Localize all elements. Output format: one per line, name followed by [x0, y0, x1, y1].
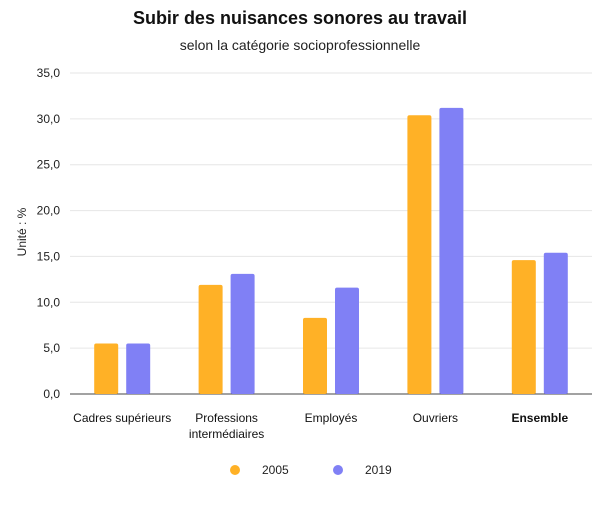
bar-2019-2	[335, 287, 359, 394]
y-tick-label: 20,0	[37, 204, 61, 218]
bar-2005-4	[511, 260, 536, 394]
chart-subtitle: selon la catégorie socioprofessionnelle	[180, 37, 421, 53]
bar-2019-3	[439, 107, 464, 394]
x-tick-label: Ouvriers	[413, 411, 458, 425]
y-tick-label: 10,0	[37, 295, 61, 309]
x-tick-label: Ensemble	[511, 411, 568, 425]
bar-2005-3	[407, 115, 432, 394]
x-tick-label: Cadres supérieurs	[73, 411, 171, 425]
bar-2019-1	[230, 273, 255, 394]
x-tick-label: Employés	[305, 411, 358, 425]
chart-title: Subir des nuisances sonores au travail	[133, 8, 467, 28]
legend-marker-2019	[333, 465, 343, 475]
y-tick-label: 5,0	[43, 341, 60, 355]
bar-2005-0	[94, 343, 119, 394]
x-tick-label: Professions	[195, 411, 258, 425]
legend: 2005 2019	[230, 463, 392, 477]
y-axis-ticks: 0,0 5,0 10,0 15,0 20,0 25,0 30,0 35,0	[37, 66, 61, 401]
bar-2005-1	[198, 284, 223, 394]
y-tick-label: 25,0	[37, 158, 61, 172]
x-tick-label: intermédiaires	[189, 427, 264, 441]
y-tick-label: 15,0	[37, 249, 61, 263]
x-axis-ticks: Cadres supérieurs Professions intermédiair…	[73, 411, 568, 441]
gridlines	[70, 72, 592, 395]
legend-marker-2005	[230, 465, 240, 475]
y-tick-label: 35,0	[37, 66, 61, 80]
legend-label-2019: 2019	[365, 463, 392, 477]
y-tick-label: 0,0	[43, 387, 60, 401]
bar-2005-2	[303, 317, 327, 394]
bar-2019-0	[126, 343, 151, 394]
y-axis-label: Unité : %	[15, 207, 29, 256]
y-tick-label: 30,0	[37, 112, 61, 126]
legend-label-2005: 2005	[262, 463, 289, 477]
bar-2019-4	[543, 252, 568, 394]
bars	[94, 107, 568, 394]
